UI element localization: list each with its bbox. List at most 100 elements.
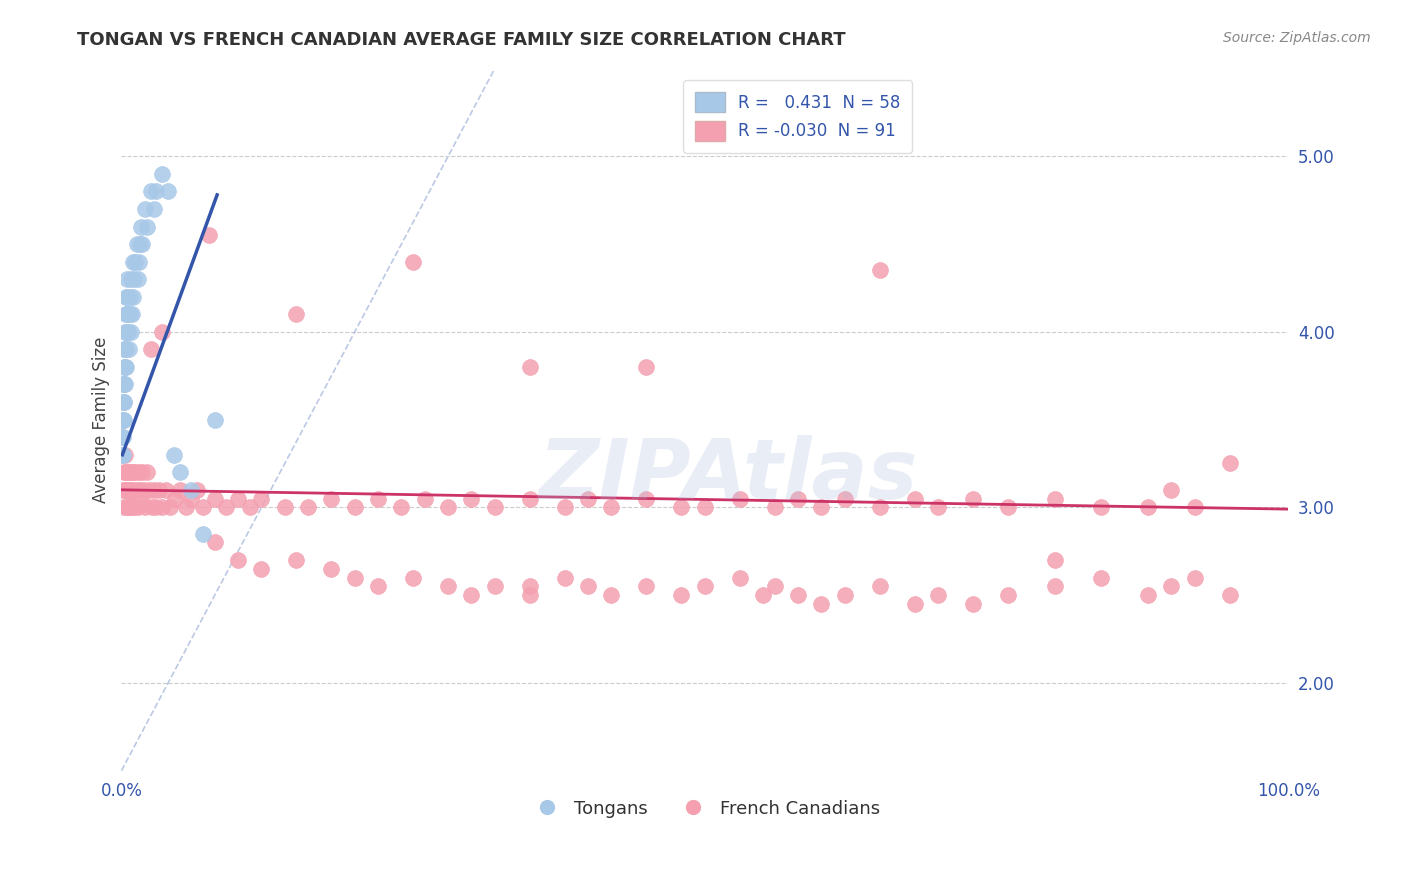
Point — [139, 343, 162, 357]
Point — [787, 588, 810, 602]
Point — [554, 571, 576, 585]
Point — [997, 500, 1019, 515]
Point — [285, 307, 308, 321]
Point — [124, 272, 146, 286]
Point — [112, 359, 135, 374]
Point — [169, 465, 191, 479]
Point — [111, 412, 134, 426]
Point — [191, 500, 214, 515]
Point — [671, 500, 693, 515]
Point — [138, 483, 160, 497]
Point — [1090, 500, 1112, 515]
Point — [112, 412, 135, 426]
Point — [127, 272, 149, 286]
Point — [460, 491, 482, 506]
Point — [132, 483, 155, 497]
Point — [1184, 500, 1206, 515]
Point — [117, 325, 139, 339]
Point — [391, 500, 413, 515]
Point — [728, 571, 751, 585]
Point — [927, 500, 949, 515]
Point — [169, 483, 191, 497]
Point — [115, 307, 138, 321]
Point — [180, 483, 202, 497]
Point — [112, 465, 135, 479]
Point — [155, 483, 177, 497]
Point — [834, 491, 856, 506]
Point — [519, 588, 541, 602]
Point — [343, 500, 366, 515]
Text: Source: ZipAtlas.com: Source: ZipAtlas.com — [1223, 31, 1371, 45]
Point — [402, 254, 425, 268]
Point — [134, 202, 156, 216]
Point — [115, 325, 138, 339]
Point — [128, 465, 150, 479]
Point — [180, 491, 202, 506]
Point — [904, 597, 927, 611]
Point — [869, 500, 891, 515]
Point — [129, 483, 152, 497]
Point — [120, 500, 142, 515]
Point — [148, 483, 170, 497]
Point — [763, 500, 786, 515]
Point — [636, 579, 658, 593]
Point — [763, 579, 786, 593]
Point — [114, 377, 136, 392]
Point — [120, 325, 142, 339]
Point — [250, 562, 273, 576]
Point — [174, 500, 197, 515]
Point — [600, 588, 623, 602]
Point — [112, 377, 135, 392]
Point — [204, 491, 226, 506]
Point — [460, 588, 482, 602]
Point — [297, 500, 319, 515]
Point — [127, 500, 149, 515]
Point — [1043, 579, 1066, 593]
Point — [143, 483, 166, 497]
Point — [115, 290, 138, 304]
Point — [437, 500, 460, 515]
Point — [111, 430, 134, 444]
Point — [114, 448, 136, 462]
Text: ZIPAtlas: ZIPAtlas — [538, 435, 918, 516]
Point — [114, 483, 136, 497]
Point — [118, 465, 141, 479]
Point — [600, 500, 623, 515]
Y-axis label: Average Family Size: Average Family Size — [93, 336, 110, 503]
Point — [1043, 553, 1066, 567]
Point — [112, 395, 135, 409]
Point — [117, 307, 139, 321]
Point — [226, 553, 249, 567]
Point — [124, 500, 146, 515]
Point — [904, 491, 927, 506]
Point — [484, 500, 506, 515]
Point — [150, 500, 173, 515]
Point — [576, 491, 599, 506]
Point — [129, 237, 152, 252]
Point — [519, 359, 541, 374]
Point — [134, 500, 156, 515]
Point — [810, 500, 832, 515]
Point — [118, 307, 141, 321]
Point — [120, 290, 142, 304]
Point — [367, 491, 389, 506]
Point — [125, 483, 148, 497]
Point — [1160, 483, 1182, 497]
Point — [198, 228, 221, 243]
Point — [115, 325, 138, 339]
Point — [118, 343, 141, 357]
Point — [131, 237, 153, 252]
Point — [117, 465, 139, 479]
Point — [129, 491, 152, 506]
Point — [636, 491, 658, 506]
Point — [962, 491, 984, 506]
Point — [204, 535, 226, 549]
Point — [191, 526, 214, 541]
Point — [274, 500, 297, 515]
Point — [121, 465, 143, 479]
Point — [997, 588, 1019, 602]
Point — [121, 307, 143, 321]
Point — [115, 343, 138, 357]
Point — [752, 588, 775, 602]
Point — [157, 185, 180, 199]
